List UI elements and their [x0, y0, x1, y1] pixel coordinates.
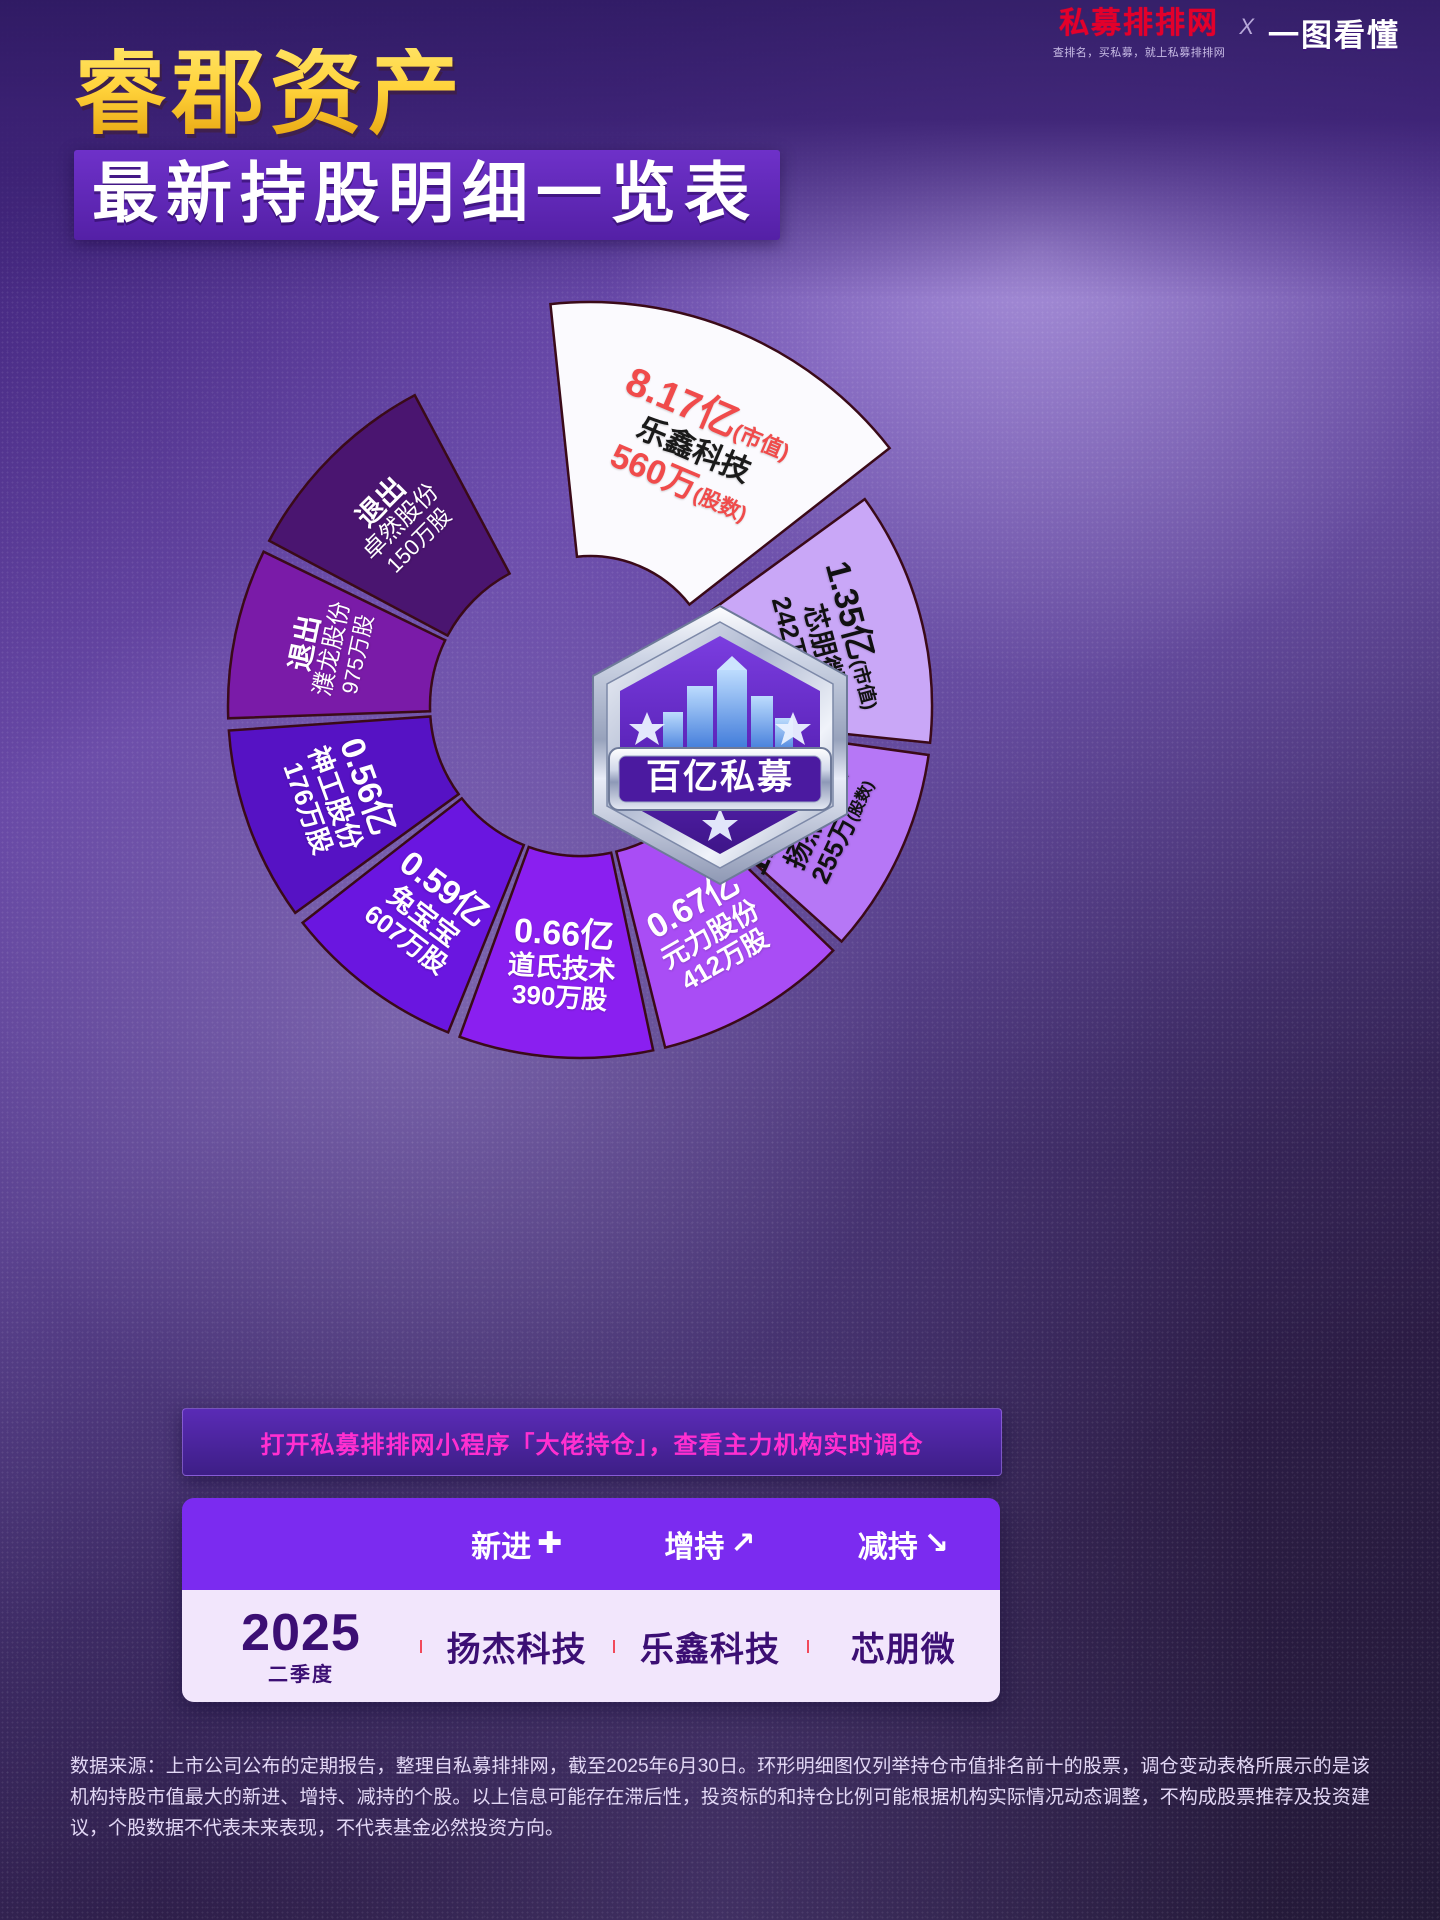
- brand-partner-text: 一图看懂: [1268, 18, 1400, 53]
- donut-segment[interactable]: [227, 715, 461, 915]
- table-cell-new: 扬杰科技: [420, 1622, 613, 1671]
- donut-segment[interactable]: [549, 300, 892, 607]
- hub-label: 百亿私募: [646, 758, 794, 797]
- table-cell-period: 2025 二季度: [182, 1607, 420, 1685]
- brand-slogan: 查排名，买私募，就上私募排排网: [1052, 46, 1226, 59]
- decrease-stock-name: 芯朋微: [850, 1630, 956, 1669]
- increase-stock-name: 乐鑫科技: [639, 1630, 780, 1669]
- cta-banner[interactable]: 打开私募排排网小程序「大佬持仓」，查看主力机构实时调仓: [182, 1408, 1002, 1476]
- cell-divider: [806, 1639, 809, 1653]
- table-header-new: 新进 ✚: [420, 1522, 613, 1566]
- footnote: 数据来源：上市公司公布的定期报告，整理自私募排排网，截至2025年6月30日。环…: [70, 1756, 1370, 1839]
- table-header-row: 新进 ✚ 增持 ↗ 减持 ↘: [182, 1498, 1000, 1590]
- page-title-primary: 睿郡资产: [74, 43, 467, 145]
- center-hub-badge: 百亿私募: [575, 600, 865, 890]
- new-stock-name: 扬杰科技: [446, 1630, 587, 1669]
- cta-text: 打开私募排排网小程序「大佬持仓」，查看主力机构实时调仓: [260, 1431, 924, 1459]
- cell-divider: [420, 1639, 422, 1653]
- arrow-up-right-icon: ↗: [730, 1527, 756, 1560]
- arrow-down-right-icon: ↘: [923, 1527, 949, 1560]
- page-title-secondary: 最新持股明细一览表: [92, 156, 758, 230]
- table-header-increase-label: 增持: [664, 1531, 725, 1564]
- position-change-table: 新进 ✚ 增持 ↗ 减持 ↘ 2025 二季度 扬杰科技 乐鑫科技 芯: [182, 1498, 1000, 1702]
- donut-segment[interactable]: [226, 550, 447, 720]
- period-year: 2025: [241, 1604, 361, 1662]
- table-header-decrease: 减持 ↘: [807, 1522, 1000, 1566]
- cell-divider: [613, 1639, 616, 1653]
- donut-segment[interactable]: [267, 393, 512, 638]
- donut-segment[interactable]: [458, 845, 655, 1060]
- brand-logo-text: 私募排排网: [1059, 7, 1220, 40]
- plus-icon: ✚: [537, 1527, 563, 1560]
- brand-primary: 私募排排网 查排名，买私募，就上私募排排网: [1053, 8, 1226, 60]
- brand-x-separator: X: [1239, 14, 1254, 39]
- period-quarter: 二季度: [268, 1664, 334, 1686]
- hexagon-city-icon: 百亿私募: [592, 604, 848, 886]
- table-header-increase: 增持 ↗: [613, 1522, 806, 1566]
- table-row: 2025 二季度 扬杰科技 乐鑫科技 芯朋微: [182, 1590, 1000, 1702]
- table-cell-decrease: 芯朋微: [806, 1622, 1000, 1671]
- table-cell-increase: 乐鑫科技: [613, 1622, 806, 1671]
- donut-segment[interactable]: [300, 796, 526, 1034]
- brand-header: 私募排排网 查排名，买私募，就上私募排排网 X 一图看懂: [1053, 8, 1400, 60]
- table-header-decrease-label: 减持: [857, 1531, 918, 1564]
- page-title-secondary-box: 最新持股明细一览表: [74, 150, 780, 240]
- table-header-new-label: 新进: [471, 1531, 532, 1564]
